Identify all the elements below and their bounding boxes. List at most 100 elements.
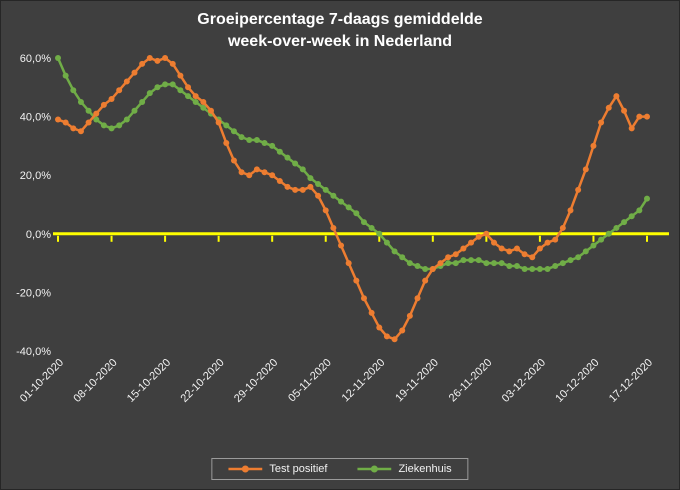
ziekenhuis-line-marker-icon — [357, 465, 392, 473]
data-point-marker — [100, 101, 107, 108]
data-point-marker — [177, 72, 184, 79]
data-point-marker — [246, 137, 253, 144]
data-point-marker — [108, 125, 115, 132]
legend-item-test-positief: Test positief — [228, 463, 327, 475]
data-point-marker — [70, 125, 77, 132]
data-point-marker — [498, 260, 505, 267]
data-point-marker — [192, 93, 199, 100]
data-point-marker — [544, 265, 551, 272]
data-point-marker — [636, 207, 643, 214]
data-point-marker — [575, 186, 582, 193]
x-axis-tick-label: 08-10-2020 — [71, 357, 119, 405]
legend-label-test-positief: Test positief — [269, 463, 328, 475]
data-point-marker — [353, 210, 360, 217]
data-point-marker — [200, 104, 207, 111]
data-point-marker — [223, 139, 230, 146]
data-point-marker — [315, 180, 322, 187]
data-point-marker — [330, 192, 337, 199]
data-point-marker — [93, 110, 100, 117]
x-axis-tick-label: 17-12-2020 — [607, 357, 655, 405]
legend-marker-dot — [370, 465, 378, 473]
x-axis-tick-label: 05-11-2020 — [286, 357, 334, 405]
legend-item-ziekenhuis: Ziekenhuis — [357, 463, 452, 475]
data-point-marker — [506, 248, 513, 255]
data-point-marker — [598, 119, 605, 126]
data-point-marker — [452, 260, 459, 267]
data-point-marker — [552, 263, 559, 270]
data-point-marker — [452, 251, 459, 258]
data-point-marker — [391, 336, 398, 343]
data-point-marker — [223, 122, 230, 129]
data-point-marker — [475, 257, 482, 264]
data-point-marker — [613, 224, 620, 231]
data-point-marker — [460, 257, 467, 264]
data-point-marker — [322, 186, 329, 193]
data-point-marker — [338, 242, 345, 249]
data-point-marker — [399, 254, 406, 261]
data-point-marker — [292, 186, 299, 193]
x-axis-tick-label: 15-10-2020 — [125, 357, 173, 405]
x-axis-tick-label: 19-11-2020 — [393, 357, 441, 405]
chart-title-line2: week-over-week in Nederland — [227, 32, 453, 50]
y-axis-tick-label: 40,0% — [20, 112, 51, 124]
data-point-marker — [123, 116, 130, 123]
data-point-marker — [636, 113, 643, 120]
test-positief-line-marker-icon — [228, 465, 263, 473]
data-point-marker — [383, 333, 390, 340]
data-point-marker — [468, 239, 475, 246]
data-point-marker — [590, 242, 597, 249]
data-point-marker — [559, 260, 566, 267]
x-axis-tick-label: 01-10-2020 — [18, 357, 66, 405]
data-point-marker — [621, 107, 628, 114]
data-point-marker — [468, 257, 475, 264]
data-point-marker — [491, 260, 498, 267]
data-point-marker — [345, 204, 352, 211]
data-point-marker — [139, 60, 146, 67]
data-point-marker — [131, 107, 138, 114]
data-point-marker — [644, 113, 650, 120]
data-point-marker — [169, 60, 176, 67]
data-point-marker — [345, 260, 352, 267]
data-point-marker — [422, 277, 429, 284]
legend-marker-dot — [241, 465, 249, 473]
data-point-marker — [513, 263, 520, 270]
data-point-marker — [284, 154, 291, 161]
data-point-marker — [552, 236, 559, 243]
data-point-marker — [269, 142, 276, 149]
chart-title: Groeipercentage 7-daags gemiddelde week-… — [1, 9, 679, 52]
data-point-marker — [253, 166, 260, 173]
data-point-marker — [506, 263, 513, 270]
data-point-marker — [261, 169, 268, 176]
data-point-marker — [85, 119, 92, 126]
data-point-marker — [575, 254, 582, 261]
data-point-marker — [330, 224, 337, 231]
data-point-marker — [162, 81, 169, 88]
data-point-marker — [529, 265, 536, 272]
data-point-marker — [261, 139, 268, 146]
data-point-marker — [368, 309, 375, 316]
data-point-marker — [246, 172, 253, 179]
data-point-marker — [162, 55, 169, 61]
data-point-marker — [383, 239, 390, 246]
data-point-marker — [567, 207, 574, 214]
chart-title-line1: Groeipercentage 7-daags gemiddelde — [197, 11, 483, 28]
data-point-marker — [100, 122, 107, 129]
data-point-marker — [85, 107, 92, 114]
x-axis-tick-label: 10-12-2020 — [553, 357, 601, 405]
data-point-marker — [62, 119, 69, 126]
data-point-marker — [376, 324, 383, 331]
data-point-marker — [406, 260, 413, 267]
data-point-marker — [368, 224, 375, 231]
data-point-marker — [230, 128, 237, 135]
data-point-marker — [483, 230, 490, 237]
data-point-marker — [238, 134, 245, 141]
data-point-marker — [613, 93, 620, 100]
data-point-marker — [475, 233, 482, 240]
data-point-marker — [154, 84, 161, 91]
data-point-marker — [621, 219, 628, 226]
data-point-marker — [307, 175, 314, 182]
data-point-marker — [521, 265, 528, 272]
data-point-marker — [360, 219, 367, 226]
data-point-marker — [391, 248, 398, 255]
